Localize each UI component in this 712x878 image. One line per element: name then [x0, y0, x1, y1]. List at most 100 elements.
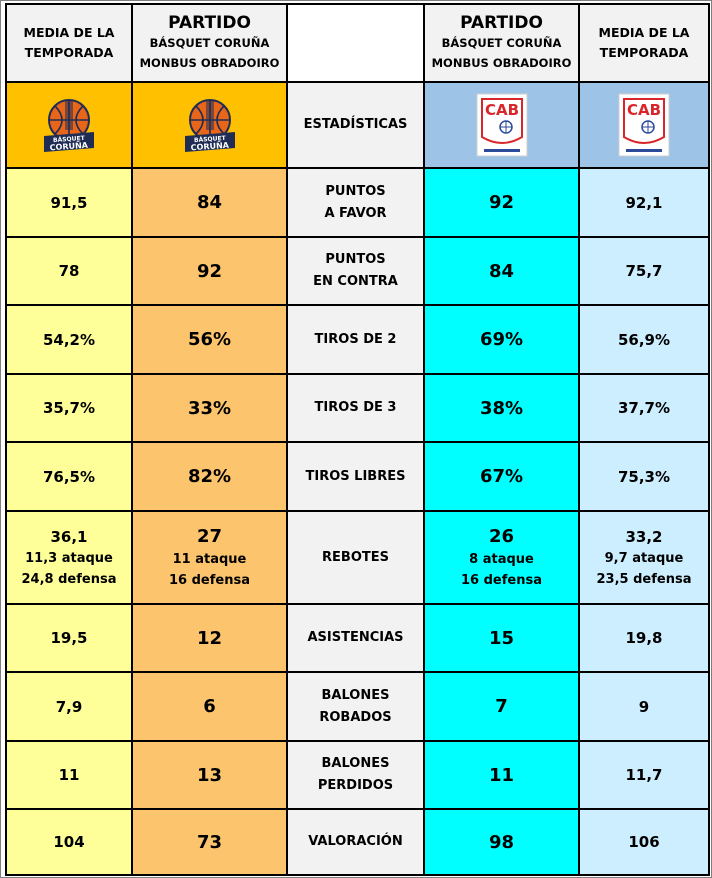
match-obradoiro: 26 8 ataque 16 defensa: [423, 510, 580, 605]
season-avg-coruna: 19,5: [5, 603, 133, 673]
rebotes-ataque: 9,7 ataque: [604, 550, 684, 566]
match-title: PARTIDO: [460, 13, 543, 33]
match-coruna: 33%: [131, 373, 288, 443]
row-asistencias: 19,5 12 ASISTENCIAS 15 19,8: [5, 603, 710, 673]
match-coruna: 27 11 ataque 16 defensa: [131, 510, 288, 605]
header-blank: [286, 3, 425, 83]
match-coruna: 84: [131, 167, 288, 238]
season-avg-coruna: 36,1 11,3 ataque 24,8 defensa: [5, 510, 133, 605]
season-avg-coruna: 78: [5, 236, 133, 306]
match-coruna: 13: [131, 740, 288, 810]
match-team: MONBUS OBRADOIRO: [139, 56, 280, 70]
coruna-logo-cell: BÁSQUET CORUÑA: [5, 81, 133, 169]
match-coruna: 6: [131, 671, 288, 742]
season-avg-obradoiro: 9: [578, 671, 710, 742]
match-coruna: 12: [131, 603, 288, 673]
match-coruna: 82%: [131, 441, 288, 512]
season-avg-coruna: 76,5%: [5, 441, 133, 512]
label-line: BALONES: [321, 756, 390, 771]
svg-text:CAB: CAB: [627, 101, 661, 119]
svg-text:CORUÑA: CORUÑA: [190, 140, 230, 153]
rebotes-ataque: 11 ataque: [172, 551, 247, 567]
rebotes-total: 26: [488, 525, 515, 547]
match-team: BÁSQUET CORUÑA: [441, 36, 562, 50]
rebotes-total: 33,2: [625, 527, 663, 546]
season-avg-obradoiro: 33,2 9,7 ataque 23,5 defensa: [578, 510, 710, 605]
svg-text:CAB: CAB: [484, 101, 518, 119]
label-line: BALONES: [321, 687, 390, 703]
season-avg-coruna: 54,2%: [5, 304, 133, 375]
season-avg-coruna: 104: [5, 808, 133, 876]
match-obradoiro: 69%: [423, 304, 580, 375]
season-avg-obradoiro: 106: [578, 808, 710, 876]
row-tiros-libres: 76,5% 82% TIROS LIBRES 67% 75,3%: [5, 441, 710, 512]
stats-label: ESTADÍSTICAS: [286, 81, 425, 169]
label-line: PERDIDOS: [317, 778, 394, 793]
header-line: MEDIA DE LA: [598, 25, 690, 40]
svg-text:CORUÑA: CORUÑA: [49, 140, 89, 153]
season-avg-header-right: MEDIA DE LA TEMPORADA: [578, 3, 710, 83]
match-team: BÁSQUET CORUÑA: [149, 36, 270, 50]
label-line: A FAVOR: [324, 205, 387, 221]
match-obradoiro: 7: [423, 671, 580, 742]
season-avg-obradoiro: 11,7: [578, 740, 710, 810]
basquet-coruna-logo-icon: BÁSQUET CORUÑA: [182, 96, 237, 154]
label-line: PUNTOS: [325, 252, 386, 267]
season-avg-coruna: 91,5: [5, 167, 133, 238]
stat-label: BALONES PERDIDOS: [286, 740, 425, 810]
season-avg-obradoiro: 19,8: [578, 603, 710, 673]
rebotes-total: 27: [196, 525, 223, 547]
row-puntos-favor: 91,5 84 PUNTOS A FAVOR 92 92,1: [5, 167, 710, 238]
rebotes-ataque: 8 ataque: [469, 551, 534, 567]
rebotes-ataque: 11,3 ataque: [25, 550, 113, 566]
season-avg-coruna: 11: [5, 740, 133, 810]
match-coruna: 92: [131, 236, 288, 306]
match-obradoiro: 38%: [423, 373, 580, 443]
season-avg-obradoiro: 75,3%: [578, 441, 710, 512]
season-avg-header-left: MEDIA DE LA TEMPORADA: [5, 3, 133, 83]
label-line: ROBADOS: [319, 709, 392, 725]
stat-label: PUNTOS A FAVOR: [286, 167, 425, 238]
header-line: TEMPORADA: [24, 45, 114, 60]
match-obradoiro: 67%: [423, 441, 580, 512]
logo-row: BÁSQUET CORUÑA BÁSQUET CORUÑA ESTADÍSTIC…: [5, 81, 710, 169]
obradoiro-logo-cell: CAB: [578, 81, 710, 169]
match-team: MONBUS OBRADOIRO: [431, 56, 572, 70]
match-header-left: PARTIDO BÁSQUET CORUÑA MONBUS OBRADOIRO: [131, 3, 288, 83]
label-line: EN CONTRA: [313, 274, 398, 289]
rebotes-defensa: 23,5 defensa: [596, 571, 692, 587]
label-line: PUNTOS: [325, 183, 386, 199]
season-avg-obradoiro: 92,1: [578, 167, 710, 238]
match-coruna: 73: [131, 808, 288, 876]
season-avg-obradoiro: 75,7: [578, 236, 710, 306]
header-row: MEDIA DE LA TEMPORADA PARTIDO BÁSQUET CO…: [5, 3, 710, 83]
match-obradoiro: 98: [423, 808, 580, 876]
stats-table: MEDIA DE LA TEMPORADA PARTIDO BÁSQUET CO…: [5, 3, 710, 876]
stat-label: TIROS DE 2: [286, 304, 425, 375]
rebotes-defensa: 16 defensa: [169, 572, 250, 588]
row-balones-perdidos: 11 13 BALONES PERDIDOS 11 11,7: [5, 740, 710, 810]
season-avg-obradoiro: 56,9%: [578, 304, 710, 375]
stat-label: ASISTENCIAS: [286, 603, 425, 673]
stat-label: REBOTES: [286, 510, 425, 605]
match-obradoiro: 15: [423, 603, 580, 673]
svg-text:BÁSQUET: BÁSQUET: [53, 135, 86, 144]
match-coruna: 56%: [131, 304, 288, 375]
season-avg-coruna: 7,9: [5, 671, 133, 742]
match-obradoiro: 92: [423, 167, 580, 238]
header-line: TEMPORADA: [599, 45, 689, 60]
stat-label: BALONES ROBADOS: [286, 671, 425, 742]
svg-text:BÁSQUET: BÁSQUET: [193, 135, 226, 144]
row-rebotes: 36,1 11,3 ataque 24,8 defensa 27 11 ataq…: [5, 510, 710, 605]
header-line: MEDIA DE LA: [23, 25, 115, 40]
stat-label: TIROS DE 3: [286, 373, 425, 443]
season-avg-obradoiro: 37,7%: [578, 373, 710, 443]
stat-label: PUNTOS EN CONTRA: [286, 236, 425, 306]
match-header-right: PARTIDO BÁSQUET CORUÑA MONBUS OBRADOIRO: [423, 3, 580, 83]
match-title: PARTIDO: [168, 13, 251, 33]
coruna-logo-cell: BÁSQUET CORUÑA: [131, 81, 288, 169]
obradoiro-cab-logo-icon: CAB: [476, 93, 527, 157]
basquet-coruna-logo-icon: BÁSQUET CORUÑA: [42, 96, 96, 154]
stat-label: TIROS LIBRES: [286, 441, 425, 512]
